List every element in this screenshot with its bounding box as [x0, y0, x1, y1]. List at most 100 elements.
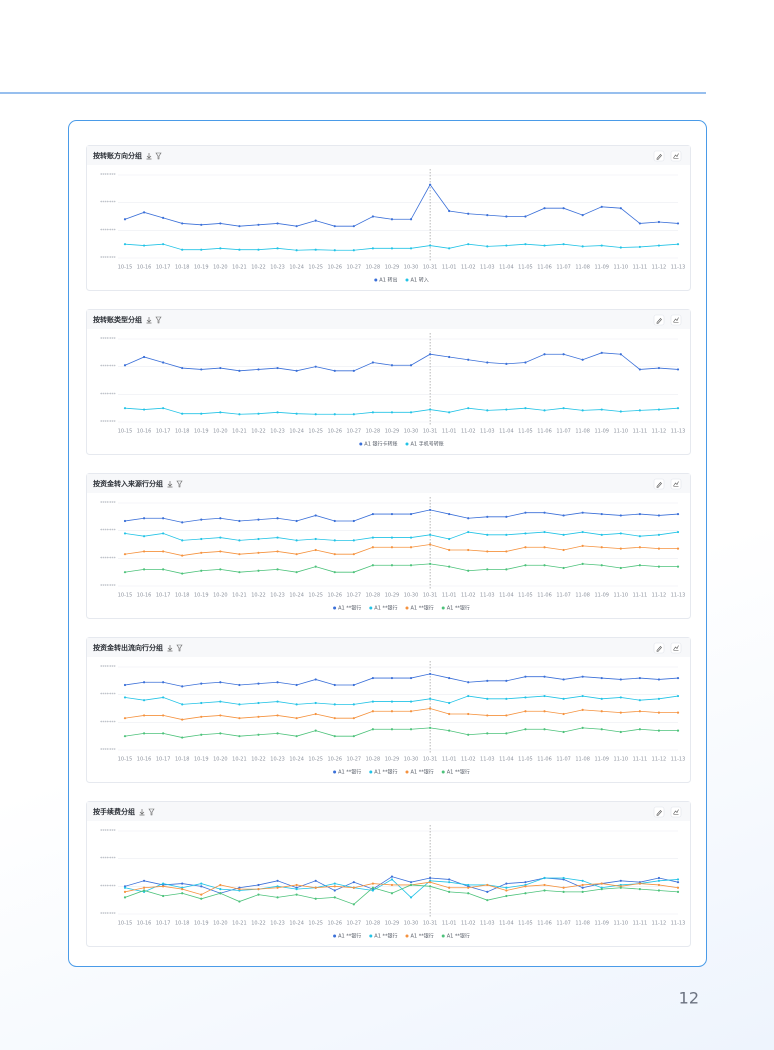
- data-point: [448, 878, 451, 881]
- data-point: [390, 247, 394, 250]
- data-point: [219, 732, 222, 735]
- data-point: [123, 218, 127, 221]
- data-point: [371, 710, 374, 713]
- x-tick-label: 10-21: [232, 921, 247, 927]
- chart-type-button[interactable]: [670, 150, 682, 162]
- legend-label: A1 **银行: [338, 605, 361, 612]
- data-point: [429, 508, 432, 512]
- data-point: [333, 225, 336, 228]
- data-point: [276, 879, 279, 882]
- data-point: [162, 732, 165, 735]
- series-line: [124, 695, 679, 705]
- data-point: [562, 548, 565, 552]
- data-point: [543, 564, 546, 567]
- data-point: [486, 533, 489, 536]
- data-point: [390, 710, 394, 713]
- data-point: [200, 569, 203, 572]
- legend-swatch: [405, 278, 409, 282]
- page-number: 12: [679, 989, 699, 1008]
- data-point: [619, 514, 622, 517]
- x-tick-label: 10-29: [385, 593, 400, 599]
- data-point: [429, 353, 432, 356]
- data-point: [314, 219, 317, 222]
- data-point: [676, 729, 680, 732]
- data-point: [390, 218, 394, 221]
- x-tick-label: 10-27: [347, 921, 362, 927]
- data-point: [295, 735, 298, 738]
- filter-icon: [155, 316, 162, 324]
- x-tick-label: 11-04: [499, 593, 514, 599]
- data-point: [181, 521, 184, 524]
- data-point: [638, 888, 641, 891]
- x-tick-label: 10-17: [156, 757, 171, 763]
- x-tick-label: 10-15: [118, 429, 133, 435]
- data-point: [657, 883, 661, 887]
- series-line: [124, 563, 678, 574]
- data-point: [581, 214, 584, 217]
- x-tick-label: 10-22: [251, 429, 266, 435]
- y-tick-label: *******: [100, 829, 117, 835]
- data-point: [638, 512, 641, 516]
- x-tick-label: 11-09: [594, 593, 609, 599]
- chart-type-button[interactable]: [670, 642, 682, 654]
- data-point: [295, 519, 298, 523]
- data-point: [314, 701, 317, 705]
- data-point: [181, 248, 184, 251]
- data-point: [409, 700, 413, 703]
- data-point: [581, 544, 584, 547]
- data-point: [448, 565, 451, 568]
- data-point: [676, 222, 680, 225]
- x-tick-label: 11-10: [614, 429, 629, 435]
- data-point: [390, 892, 394, 895]
- chart-type-icon: [673, 317, 679, 323]
- card: [86, 637, 691, 783]
- data-point: [600, 351, 603, 354]
- legend-swatch: [333, 934, 337, 938]
- x-tick-label: 11-13: [671, 921, 686, 927]
- data-point: [257, 368, 260, 371]
- data-point: [371, 886, 374, 889]
- x-tick-label: 11-10: [614, 757, 629, 763]
- legend-swatch: [333, 606, 337, 610]
- data-point: [352, 683, 355, 687]
- data-point: [619, 532, 622, 535]
- data-point: [600, 512, 603, 516]
- chart-type-button[interactable]: [670, 478, 682, 490]
- data-point: [314, 548, 317, 552]
- data-point: [657, 220, 661, 224]
- data-point: [638, 882, 641, 885]
- x-tick-label: 10-26: [327, 921, 342, 927]
- edit-icon: [656, 482, 662, 488]
- data-point: [371, 546, 374, 549]
- data-point: [638, 564, 641, 567]
- data-point: [219, 681, 222, 684]
- data-point: [600, 882, 603, 885]
- x-tick-label: 10-28: [366, 921, 381, 927]
- x-tick-label: 11-05: [518, 921, 533, 927]
- data-point: [276, 896, 279, 899]
- card: [86, 145, 691, 291]
- data-point: [276, 222, 279, 225]
- x-tick-label: 11-07: [556, 265, 571, 271]
- data-point: [142, 886, 146, 889]
- data-point: [562, 678, 565, 681]
- chart-type-button[interactable]: [670, 314, 682, 326]
- data-point: [181, 539, 184, 542]
- data-point: [448, 890, 451, 893]
- series-line: [124, 407, 679, 415]
- series-line: [124, 183, 679, 227]
- data-point: [448, 712, 451, 716]
- chart-type-button[interactable]: [670, 806, 682, 818]
- data-point: [467, 892, 470, 895]
- y-tick-label: *******: [100, 748, 117, 754]
- data-point: [448, 886, 451, 889]
- data-point: [600, 888, 603, 891]
- chart-card: 按手续费分组****************************10-15 1…: [86, 801, 691, 947]
- x-tick-label: 10-27: [347, 593, 362, 599]
- data-point: [333, 369, 336, 372]
- edit-icon: [656, 810, 662, 816]
- filter-icon: [176, 644, 183, 652]
- legend-swatch: [405, 606, 409, 610]
- data-point: [219, 888, 222, 891]
